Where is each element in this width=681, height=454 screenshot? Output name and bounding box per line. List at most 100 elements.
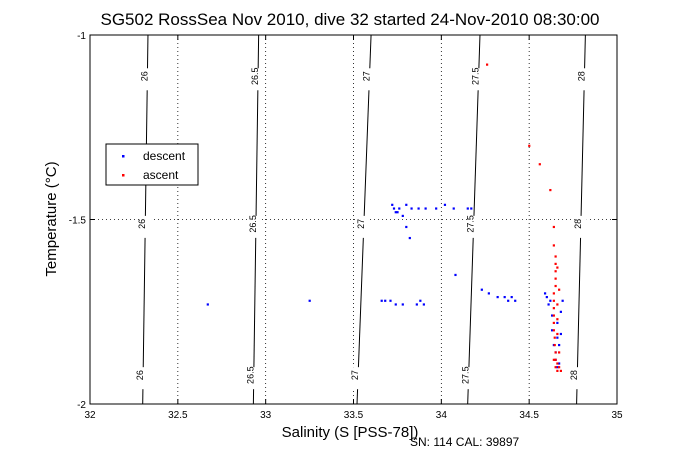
x-tick-label: 32.5 xyxy=(168,410,188,421)
descent-point xyxy=(380,299,383,302)
isopycnal-label-bg xyxy=(351,367,364,390)
descent-point xyxy=(391,203,394,206)
descent-point xyxy=(551,329,554,332)
descent-point xyxy=(510,295,513,299)
descent-point xyxy=(417,207,420,210)
descent-point xyxy=(556,366,559,369)
isopycnal-label: 27 xyxy=(350,370,360,380)
ascent-point xyxy=(538,163,541,166)
ascent-point xyxy=(556,369,559,372)
legend-label-ascent: ascent xyxy=(143,168,179,182)
legend-label-descent: descent xyxy=(143,149,186,163)
ascent-point xyxy=(556,303,559,306)
isopycnal-label: 28 xyxy=(573,219,583,229)
isopycnal-label: 27.5 xyxy=(466,215,476,233)
descent-point xyxy=(470,207,473,210)
descent-point xyxy=(547,303,550,306)
ascent-point xyxy=(559,369,562,372)
ascent-point xyxy=(554,358,557,361)
descent-point xyxy=(396,211,399,214)
isopycnal-label-bg xyxy=(578,68,591,91)
x-tick-label: 33 xyxy=(260,410,272,421)
descent-point xyxy=(410,207,413,210)
isopycnal-label: 26.5 xyxy=(246,366,256,384)
descent-point xyxy=(559,310,562,313)
descent-point xyxy=(452,207,455,210)
isopycnal-label-bg xyxy=(247,367,260,390)
isopycnal-label: 26 xyxy=(135,370,145,380)
ascent-point xyxy=(552,244,555,247)
descent-point xyxy=(394,303,397,306)
descent-point xyxy=(419,299,422,302)
isopycnal-label-bg xyxy=(467,215,480,238)
ascent-point xyxy=(549,188,552,192)
isopycnal-label-bg xyxy=(141,68,154,91)
descent-point xyxy=(401,303,404,306)
x-axis-label: Salinity (S [PSS-78]) xyxy=(282,424,419,441)
ascent-point xyxy=(556,318,559,321)
isopycnal-label: 26 xyxy=(139,71,149,81)
ascent-point xyxy=(554,255,557,258)
ascent-point xyxy=(554,270,557,273)
descent-point xyxy=(558,343,561,347)
descent-point xyxy=(422,303,425,306)
descent-point xyxy=(543,292,547,295)
isopycnal-label-bg xyxy=(571,367,584,390)
isopycnal-label-bg xyxy=(357,215,370,238)
y-tick-label: -1 xyxy=(77,31,86,42)
descent-point xyxy=(558,362,561,365)
ascent-point xyxy=(552,358,555,361)
isopycnal-label-bg xyxy=(574,215,587,238)
legend-box xyxy=(105,143,199,186)
x-tick-label: 34.5 xyxy=(519,410,539,421)
descent-point xyxy=(206,303,209,306)
isopycnal-label-bg xyxy=(249,215,262,238)
isopycnal-label: 28 xyxy=(576,71,586,81)
ascent-point xyxy=(553,336,556,339)
x-tick-label: 35 xyxy=(611,410,623,421)
isopycnal-label-bg xyxy=(472,68,485,91)
descent-point xyxy=(405,225,408,229)
ascent-point xyxy=(556,266,559,269)
ascent-point xyxy=(554,262,557,265)
x-tick-label: 33.5 xyxy=(344,410,364,421)
descent-point xyxy=(549,299,552,302)
descent-point xyxy=(496,295,499,299)
isopycnal-label: 26.5 xyxy=(250,68,260,86)
descent-point xyxy=(556,336,559,339)
ascent-point xyxy=(556,332,559,336)
descent-point xyxy=(398,207,401,210)
footer-caption: SN: 114 CAL: 39897 xyxy=(410,435,520,449)
ascent-point xyxy=(556,362,559,365)
isopycnal-label: 27.5 xyxy=(461,366,471,384)
descent-point xyxy=(551,314,554,317)
legend-marker-ascent xyxy=(122,174,125,177)
isopycnal-label-bg xyxy=(363,68,376,91)
descent-point xyxy=(443,203,447,206)
ascent-point xyxy=(554,284,557,288)
ascent-point xyxy=(552,329,555,332)
x-tick-label: 32 xyxy=(84,410,96,421)
ascent-point xyxy=(552,314,555,317)
isopycnal-label: 26 xyxy=(137,219,147,229)
descent-point xyxy=(480,288,483,291)
descent-point xyxy=(545,295,548,299)
descent-point xyxy=(487,292,490,295)
isopycnal-label: 27 xyxy=(356,219,366,229)
isopycnal-label-bg xyxy=(462,367,475,390)
descent-point xyxy=(503,295,506,299)
descent-point xyxy=(435,207,438,210)
ascent-point xyxy=(552,307,555,310)
y-tick-label: -1.5 xyxy=(69,216,87,227)
descent-point xyxy=(556,321,559,325)
descent-point xyxy=(454,273,457,277)
descent-point xyxy=(389,299,392,302)
descent-point xyxy=(405,203,408,206)
ascent-point xyxy=(554,277,557,280)
descent-point xyxy=(384,299,387,302)
ascent-point xyxy=(558,351,561,354)
ascent-point xyxy=(554,351,557,354)
descent-point xyxy=(408,236,411,240)
descent-point xyxy=(415,303,418,306)
